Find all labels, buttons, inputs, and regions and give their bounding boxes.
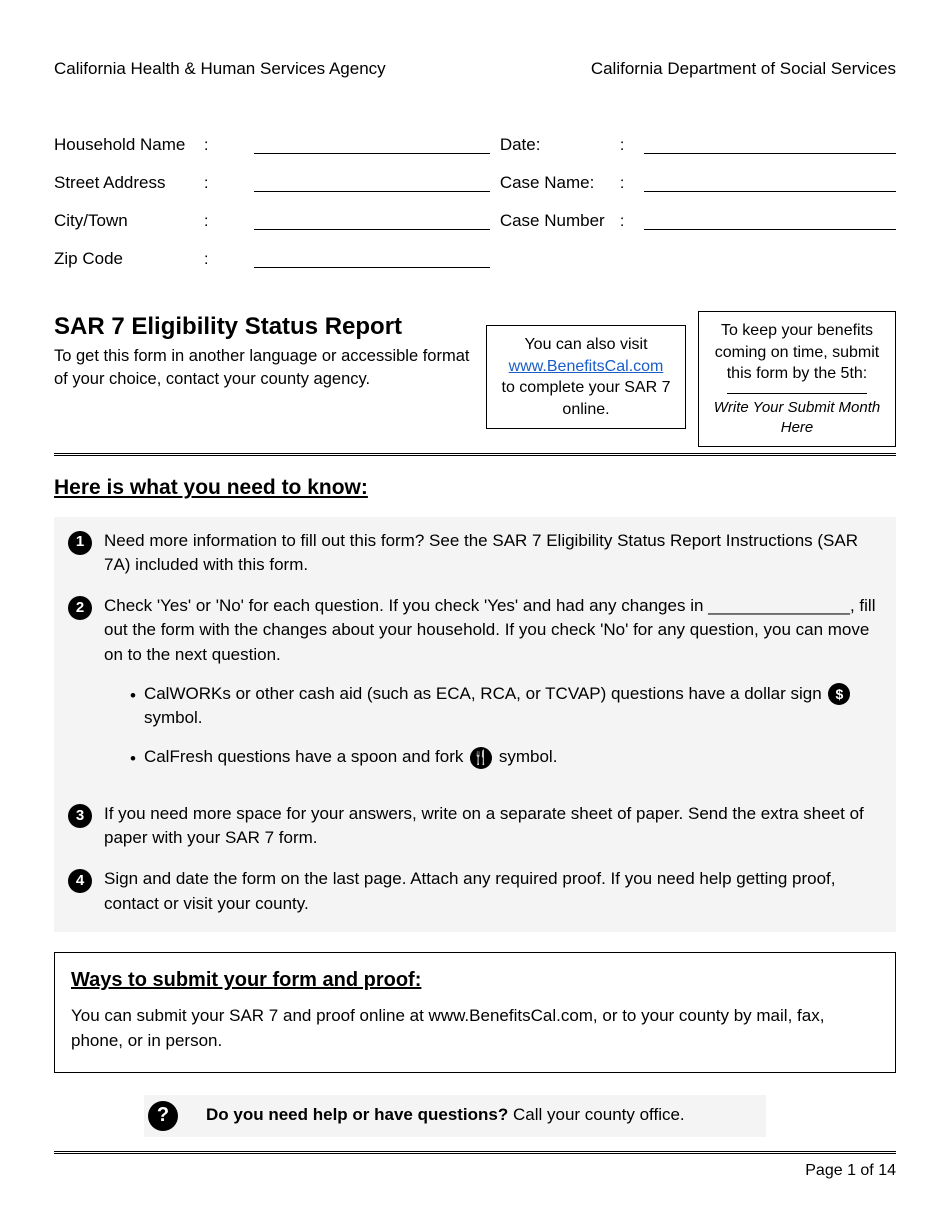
- input-line[interactable]: [254, 229, 490, 230]
- input-line[interactable]: [254, 153, 490, 154]
- form-fields: Household Name : Street Address : City/T…: [54, 129, 896, 281]
- num-badge-4: 4: [68, 869, 92, 893]
- field-household-name: Household Name :: [54, 129, 490, 157]
- field-zip-code: Zip Code :: [54, 243, 490, 271]
- field-city-town: City/Town :: [54, 205, 490, 233]
- num-badge-3: 3: [68, 804, 92, 828]
- help-bold: Do you need help or have questions?: [206, 1105, 508, 1124]
- know-item-1: 1 Need more information to fill out this…: [68, 529, 882, 578]
- question-icon: ?: [148, 1101, 178, 1131]
- footer-divider: [54, 1151, 896, 1154]
- know-item-3: 3 If you need more space for your answer…: [68, 802, 882, 851]
- divider: [54, 453, 896, 456]
- field-date: Date: :: [500, 129, 896, 157]
- bullet-food: • CalFresh questions have a spoon and fo…: [130, 745, 882, 772]
- submit-box: Ways to submit your form and proof: You …: [54, 952, 896, 1072]
- online-box: You can also visit www.BenefitsCal.com t…: [486, 325, 686, 429]
- input-line[interactable]: [254, 191, 490, 192]
- input-line[interactable]: [644, 191, 896, 192]
- num-badge-1: 1: [68, 531, 92, 555]
- form-fields-right: Date: : Case Name: : Case Number :: [500, 129, 896, 281]
- help-rest: Call your county office.: [508, 1105, 684, 1124]
- dollar-icon: $: [828, 683, 850, 705]
- title-row: SAR 7 Eligibility Status Report To get t…: [54, 311, 896, 447]
- input-line[interactable]: [644, 153, 896, 154]
- fork-spoon-icon: 🍴: [470, 747, 492, 769]
- agency-right: California Department of Social Services: [591, 58, 896, 81]
- help-row: ? Do you need help or have questions? Ca…: [144, 1095, 766, 1137]
- title-block: SAR 7 Eligibility Status Report To get t…: [54, 311, 474, 392]
- form-title: SAR 7 Eligibility Status Report: [54, 311, 474, 343]
- field-case-number: Case Number :: [500, 205, 896, 233]
- num-badge-2: 2: [68, 596, 92, 620]
- form-fields-left: Household Name : Street Address : City/T…: [54, 129, 490, 281]
- bullet-cash: • CalWORKs or other cash aid (such as EC…: [130, 682, 882, 731]
- page-number: Page 1 of 14: [54, 1160, 896, 1182]
- input-line[interactable]: [644, 229, 896, 230]
- submit-heading: Ways to submit your form and proof:: [71, 967, 879, 994]
- agency-header: California Health & Human Services Agenc…: [54, 58, 896, 81]
- deadline-box: To keep your benefits coming on time, su…: [698, 311, 896, 447]
- sub-bullets: • CalWORKs or other cash aid (such as EC…: [130, 682, 882, 772]
- form-subtitle: To get this form in another language or …: [54, 345, 474, 391]
- input-line[interactable]: [254, 267, 490, 268]
- agency-left: California Health & Human Services Agenc…: [54, 58, 386, 81]
- know-heading: Here is what you need to know:: [54, 474, 896, 502]
- field-case-name: Case Name: :: [500, 167, 896, 195]
- know-item-2: 2 Check 'Yes' or 'No' for each question.…: [68, 594, 882, 786]
- know-item-4: 4 Sign and date the form on the last pag…: [68, 867, 882, 916]
- benefitscal-link[interactable]: www.BenefitsCal.com: [509, 358, 664, 375]
- know-block: 1 Need more information to fill out this…: [54, 517, 896, 933]
- submit-body: You can submit your SAR 7 and proof onli…: [71, 1004, 879, 1053]
- submit-month-line[interactable]: [727, 393, 867, 394]
- field-street-address: Street Address :: [54, 167, 490, 195]
